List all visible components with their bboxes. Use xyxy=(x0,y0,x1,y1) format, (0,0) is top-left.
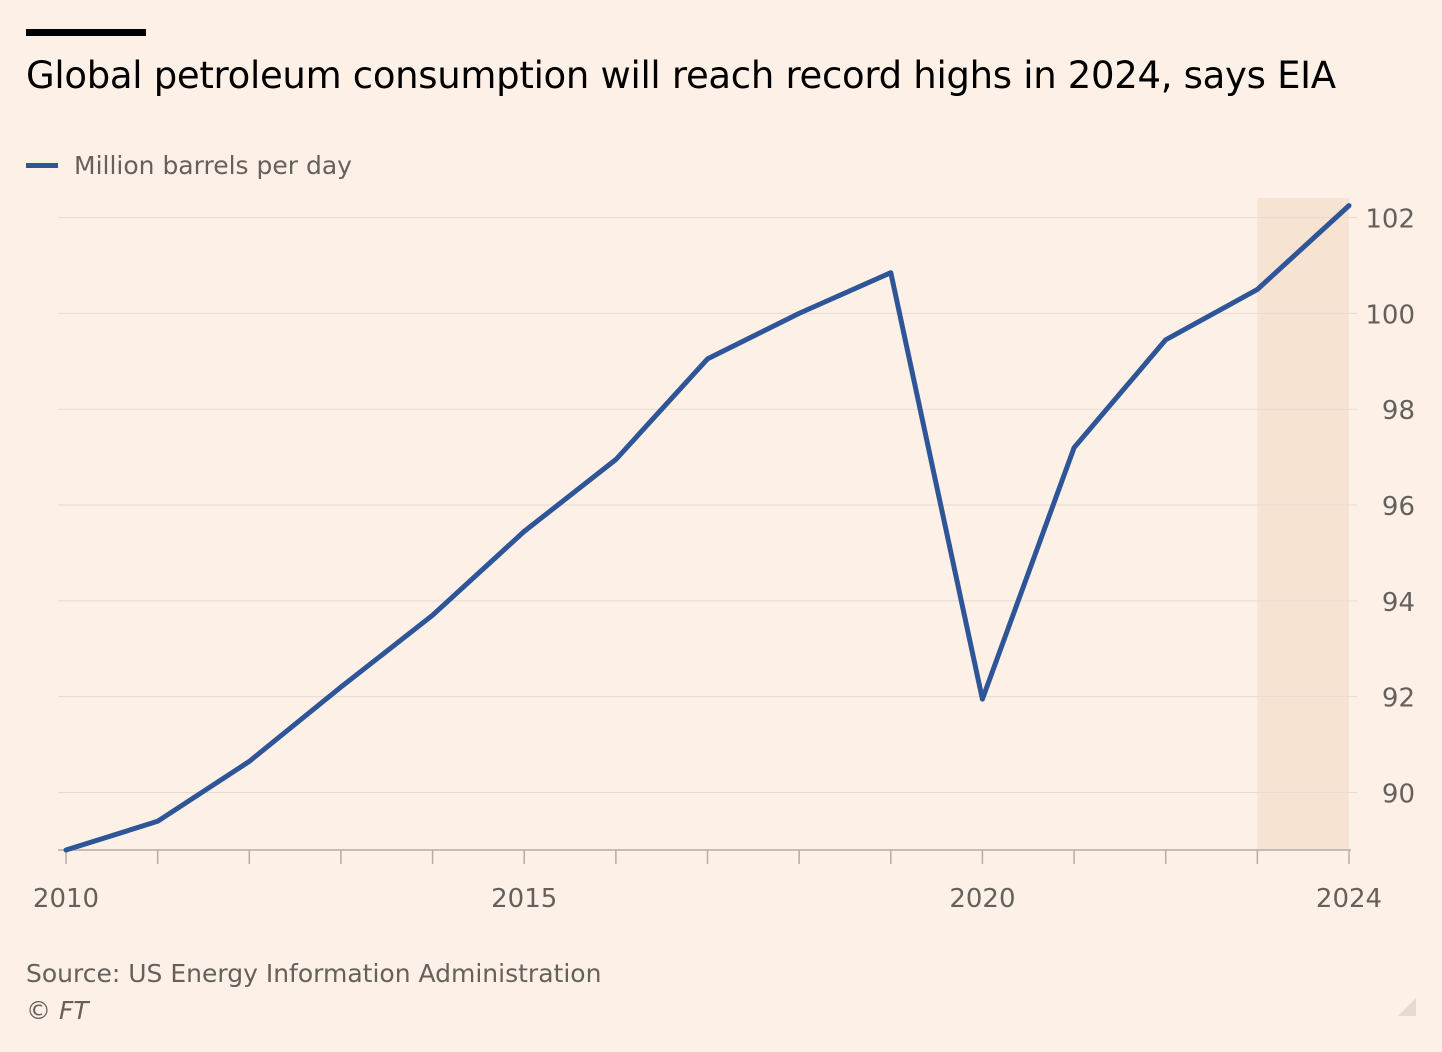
header-rule xyxy=(26,29,146,36)
y-tick-label: 90 xyxy=(1382,780,1415,810)
y-tick-label: 96 xyxy=(1382,492,1415,522)
x-tick-label: 2015 xyxy=(491,884,557,914)
tick-labels: 90 92 94 96 98 100 102 2010 2015 2020 2024 xyxy=(33,205,1415,914)
y-tick-label: 94 xyxy=(1382,588,1415,618)
legend-swatch xyxy=(26,162,58,168)
y-tick-label: 92 xyxy=(1382,684,1415,714)
gridlines xyxy=(58,217,1357,794)
x-axis xyxy=(58,849,1351,864)
chart-title: Global petroleum consumption will reach … xyxy=(26,54,1336,97)
y-tick-label: 102 xyxy=(1365,205,1415,235)
forecast-shade xyxy=(1257,198,1349,850)
x-tick-label: 2010 xyxy=(33,884,99,914)
y-tick-label: 100 xyxy=(1365,300,1415,330)
credit-note: © FT xyxy=(26,996,89,1025)
x-tick-label: 2024 xyxy=(1316,884,1382,914)
series-line-0 xyxy=(63,203,1352,853)
series-layer xyxy=(63,203,1352,853)
resize-corner-icon xyxy=(1398,998,1416,1016)
legend-label: Million barrels per day xyxy=(74,150,352,180)
legend: Million barrels per day xyxy=(26,150,352,180)
forecast-shade-layer xyxy=(1257,198,1349,850)
y-tick-label: 98 xyxy=(1382,396,1415,426)
source-note: Source: US Energy Information Administra… xyxy=(26,959,602,988)
x-tick-label: 2020 xyxy=(949,884,1015,914)
